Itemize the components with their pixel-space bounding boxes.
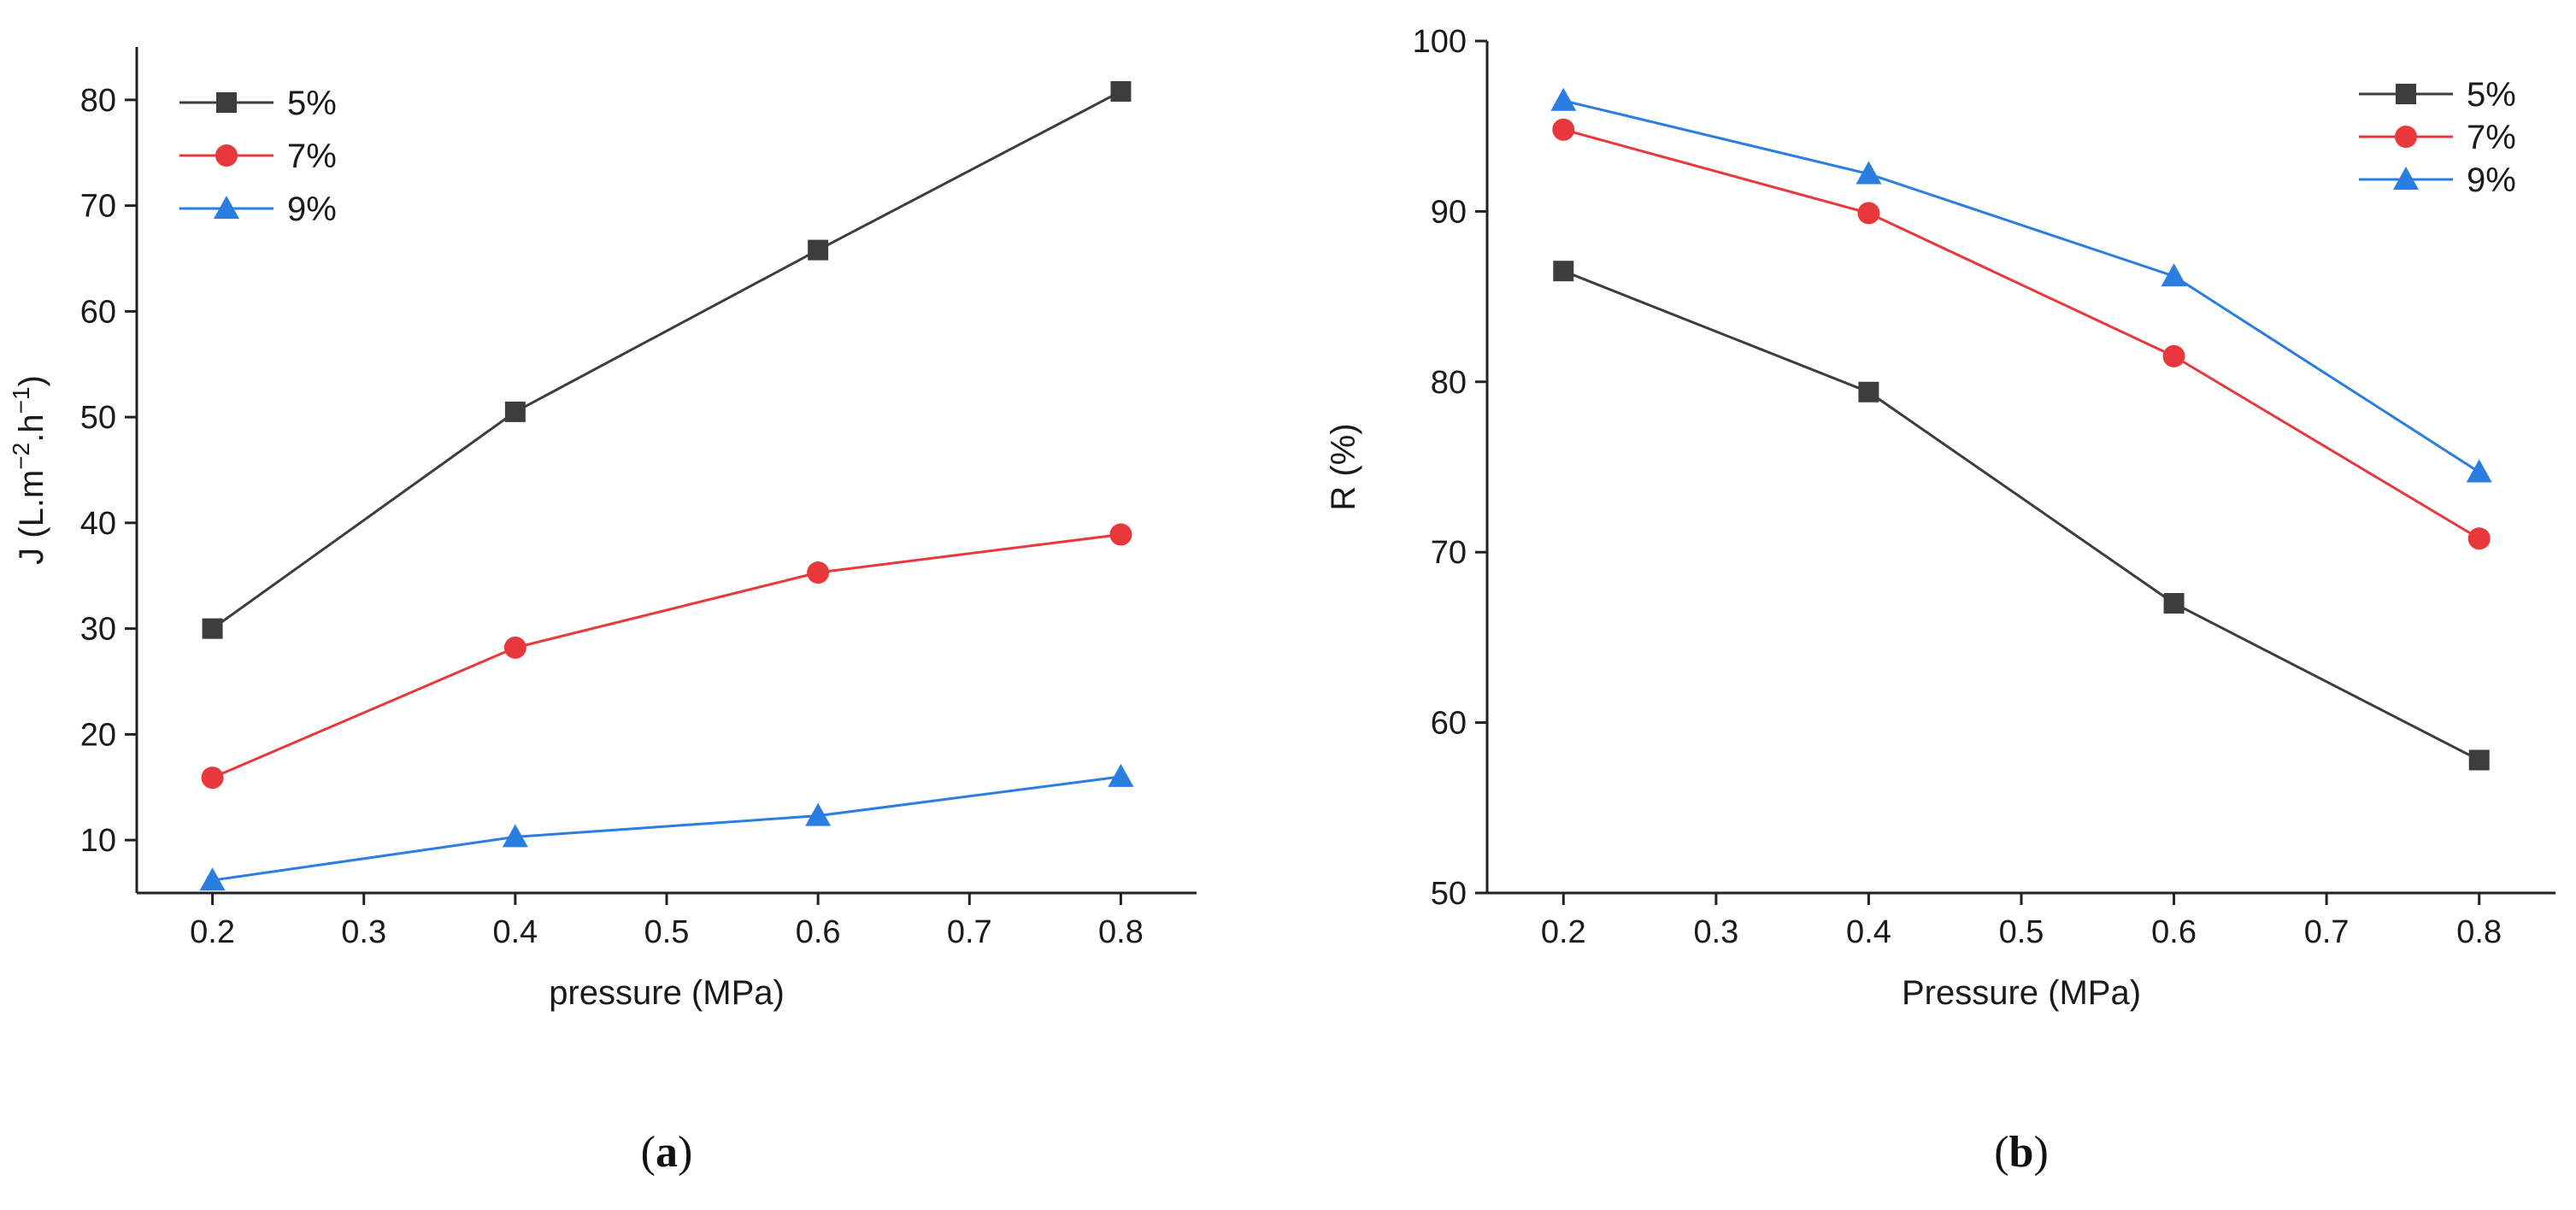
caption-close: ): [678, 1128, 692, 1177]
y-axis-label-base: J (L.m: [13, 470, 50, 565]
figure-caption: (a): [641, 1128, 693, 1177]
data-point: [808, 239, 829, 261]
data-point: [1856, 161, 1882, 185]
x-tick-label: 0.8: [2456, 914, 2502, 950]
caption-open: (: [1994, 1128, 2008, 1177]
legend-marker: [216, 92, 237, 113]
chart-a: 0.2 0.3 0.4 0.5 0.6 0.7 0.8 10 20 30 40 50 60 70 80 pre…: [8, 47, 1197, 1177]
data-point: [502, 824, 528, 848]
y-tick-label: 80: [1431, 365, 1467, 401]
series-line-5pct: [211, 90, 1122, 630]
data-point: [2468, 749, 2490, 771]
data-point: [805, 802, 832, 826]
data-point: [1109, 523, 1132, 546]
data-point: [1553, 261, 1574, 282]
x-tick-label: 0.3: [1693, 914, 1738, 950]
x-tick-label: 0.4: [1846, 914, 1891, 950]
x-tick-label: 0.7: [2304, 914, 2350, 950]
data-point: [2467, 527, 2491, 550]
y-axis-label-mid: .h: [13, 414, 50, 442]
caption-open: (: [641, 1128, 656, 1177]
x-tick-label: 0.8: [1098, 914, 1144, 950]
series-line-7pct: [211, 532, 1121, 779]
y-axis-label: R (%): [1325, 423, 1362, 510]
data-point: [1110, 80, 1132, 102]
y-tick-label: 40: [80, 506, 116, 542]
x-tick-label: 0.2: [1541, 914, 1586, 950]
x-tick-label: 0.3: [341, 914, 386, 950]
y-tick-label: 70: [1431, 535, 1467, 571]
legend-marker: [214, 196, 239, 219]
y-tick-label: 60: [80, 294, 116, 330]
x-tick-label: 0.2: [190, 914, 235, 950]
y-axis-label-end: ): [13, 375, 50, 386]
data-point: [1108, 763, 1134, 787]
y-tick-label: 50: [1431, 876, 1467, 912]
x-axis-label: Pressure (MPa): [1902, 974, 2141, 1012]
series-line-7pct: [1562, 128, 2480, 540]
data-point: [503, 636, 526, 659]
caption-close: ): [2033, 1128, 2048, 1177]
legend-marker: [2393, 167, 2419, 190]
data-point: [199, 867, 226, 891]
legend-marker: [2395, 126, 2417, 148]
legend-label: 5%: [287, 85, 337, 122]
y-axis-label: J (L.m−2.h−1): [8, 375, 50, 565]
x-tick-label: 0.5: [644, 914, 690, 950]
legend-label: 7%: [287, 138, 337, 175]
chart-b: 0.2 0.3 0.4 0.5 0.6 0.7 0.8 50 60 70 80 90 100 Pressu…: [1325, 24, 2555, 1177]
y-tick-label: 60: [1431, 706, 1467, 742]
y-tick-label: 30: [80, 612, 116, 648]
data-point: [202, 618, 223, 639]
legend-marker: [2396, 84, 2416, 104]
series-line-9pct: [212, 775, 1121, 882]
x-tick-label: 0.4: [492, 914, 538, 950]
data-point: [807, 561, 830, 584]
y-tick-label: 10: [80, 823, 116, 859]
data-point: [2161, 263, 2187, 287]
data-point: [1858, 381, 1879, 402]
data-point: [2466, 459, 2492, 483]
data-point: [2162, 344, 2185, 367]
legend-label: 9%: [2467, 162, 2516, 199]
series-line-5pct: [1562, 269, 2480, 761]
figure-caption: (b): [1994, 1128, 2049, 1177]
legend-label: 9%: [287, 191, 337, 228]
data-point: [1550, 87, 1577, 111]
y-tick-label: 20: [80, 717, 116, 753]
legend-label: 5%: [2467, 76, 2516, 114]
y-tick-label: 80: [80, 83, 116, 119]
x-tick-label: 0.7: [947, 914, 992, 950]
y-axis-label-sup: −2: [8, 443, 34, 470]
caption-letter: b: [2009, 1128, 2034, 1177]
x-axis-label: pressure (MPa): [549, 974, 785, 1012]
y-tick-label: 100: [1413, 24, 1467, 60]
x-tick-label: 0.5: [1999, 914, 2044, 950]
legend-label: 7%: [2467, 119, 2516, 156]
data-point: [201, 767, 224, 790]
legend-marker: [215, 144, 238, 167]
y-tick-label: 70: [80, 189, 116, 225]
data-point: [1552, 118, 1575, 141]
x-tick-label: 0.6: [796, 914, 841, 950]
data-point: [504, 401, 526, 422]
y-tick-label: 90: [1431, 194, 1467, 230]
caption-letter: a: [656, 1128, 678, 1177]
y-axis-label-base: R (%): [1325, 423, 1362, 510]
y-axis-label-sup: −1: [8, 386, 34, 414]
series-line-9pct: [1562, 99, 2480, 473]
x-tick-label: 0.6: [2151, 914, 2197, 950]
data-point: [1857, 202, 1880, 225]
y-tick-label: 50: [80, 400, 116, 436]
data-point: [2163, 593, 2185, 614]
